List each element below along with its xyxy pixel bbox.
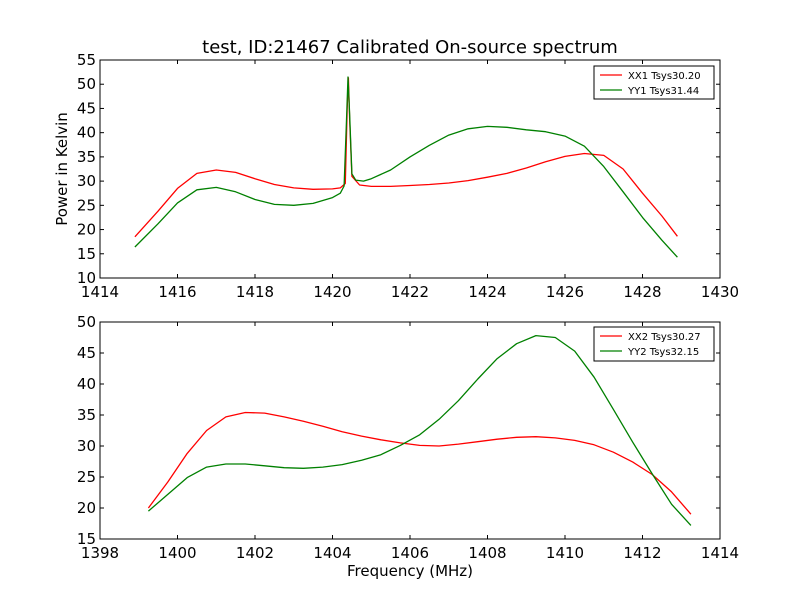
bottom-chart-x-tick-label-4: 1406	[391, 544, 429, 562]
top-chart-plot-area: 1414 1416 1418 1420 1422 1424 1426 1428 1430 10 15…	[77, 51, 739, 301]
top-chart-y-tick-label-3: 25	[77, 196, 96, 214]
bottom-chart-y-tick-label-1: 20	[77, 499, 96, 517]
top-chart-series-2-line	[134, 76, 678, 258]
top-chart-y-tick-label-8: 50	[77, 75, 96, 93]
top-chart-y-tick-label-4: 30	[77, 172, 96, 190]
bottom-chart-x-tick-label-0: 1398	[81, 544, 119, 562]
bottom-chart-x-tick-label-1: 1400	[158, 544, 196, 562]
bottom-chart-x-tick-label-6: 1410	[546, 544, 584, 562]
bottom-chart-y-tick-label-4: 35	[77, 406, 96, 424]
top-chart-legend-label-1: XX1 Tsys30.20	[628, 71, 701, 82]
bottom-chart-legend-label-1: XX2 Tsys30.27	[628, 332, 701, 343]
top-chart-x-tick-label-8: 1430	[701, 283, 739, 301]
bottom-chart-y-tick-label-2: 25	[77, 468, 96, 486]
top-chart-x-tick-label-1: 1416	[158, 283, 196, 301]
top-chart-series-1-line	[134, 77, 678, 238]
bottom-chart-y-tick-label-5: 40	[77, 375, 96, 393]
bottom-chart-x-tick-label-2: 1402	[236, 544, 274, 562]
top-chart-x-tick-label-7: 1428	[623, 283, 661, 301]
bottom-chart-legend: XX2 Tsys30.27 YY2 Tsys32.15	[593, 326, 715, 362]
top-chart-x-tick-label-5: 1424	[468, 283, 506, 301]
top-chart-x-tick-label-2: 1418	[236, 283, 274, 301]
top-chart-y-tick-label-2: 20	[77, 221, 96, 239]
bottom-chart: Frequency (MHz) 1398 1400 1402 1404 1406 1408…	[77, 313, 739, 580]
bottom-chart-series-2-line	[147, 334, 692, 526]
top-chart-legend-label-2: YY1 Tsys31.44	[627, 86, 699, 97]
bottom-chart-y-tick-label-6: 45	[77, 344, 96, 362]
top-chart-y-tick-label-7: 45	[77, 99, 96, 117]
top-chart-x-tick-label-4: 1422	[391, 283, 429, 301]
bottom-chart-y-tick-label-3: 30	[77, 437, 96, 455]
bottom-chart-series-1-line	[147, 411, 692, 515]
bottom-chart-x-tick-label-3: 1404	[313, 544, 351, 562]
top-chart: test, ID:21467 Calibrated On-source spec…	[53, 37, 739, 301]
top-chart-x-tick-label-0: 1414	[81, 283, 119, 301]
bottom-chart-plot-area: 1398 1400 1402 1404 1406 1408 1410 1412 1414 15 20…	[77, 313, 739, 562]
top-chart-title: test, ID:21467 Calibrated On-source spec…	[202, 37, 618, 58]
top-chart-x-tick-label-6: 1426	[546, 283, 584, 301]
bottom-chart-x-tick-label-5: 1408	[468, 544, 506, 562]
bottom-chart-y-tick-label-7: 50	[77, 313, 96, 331]
top-chart-y-tick-label-6: 40	[77, 124, 96, 142]
top-chart-legend-frame	[593, 65, 715, 100]
bottom-chart-x-axis-label: Frequency (MHz)	[347, 562, 473, 580]
bottom-chart-legend-frame	[593, 326, 715, 362]
bottom-chart-x-tick-label-7: 1412	[623, 544, 661, 562]
top-chart-y-tick-label-1: 15	[77, 245, 96, 263]
bottom-chart-x-tick-label-8: 1414	[701, 544, 739, 562]
top-chart-x-tick-label-3: 1420	[313, 283, 351, 301]
top-chart-y-tick-label-5: 35	[77, 148, 96, 166]
top-chart-legend: XX1 Tsys30.20 YY1 Tsys31.44	[593, 65, 715, 100]
top-chart-y-tick-label-9: 55	[77, 51, 96, 69]
bottom-chart-y-tick-label-0: 15	[77, 530, 96, 548]
bottom-chart-legend-label-2: YY2 Tsys32.15	[627, 347, 699, 358]
top-chart-y-axis-label: Power in Kelvin	[53, 112, 71, 226]
top-chart-y-tick-label-0: 10	[77, 269, 96, 287]
